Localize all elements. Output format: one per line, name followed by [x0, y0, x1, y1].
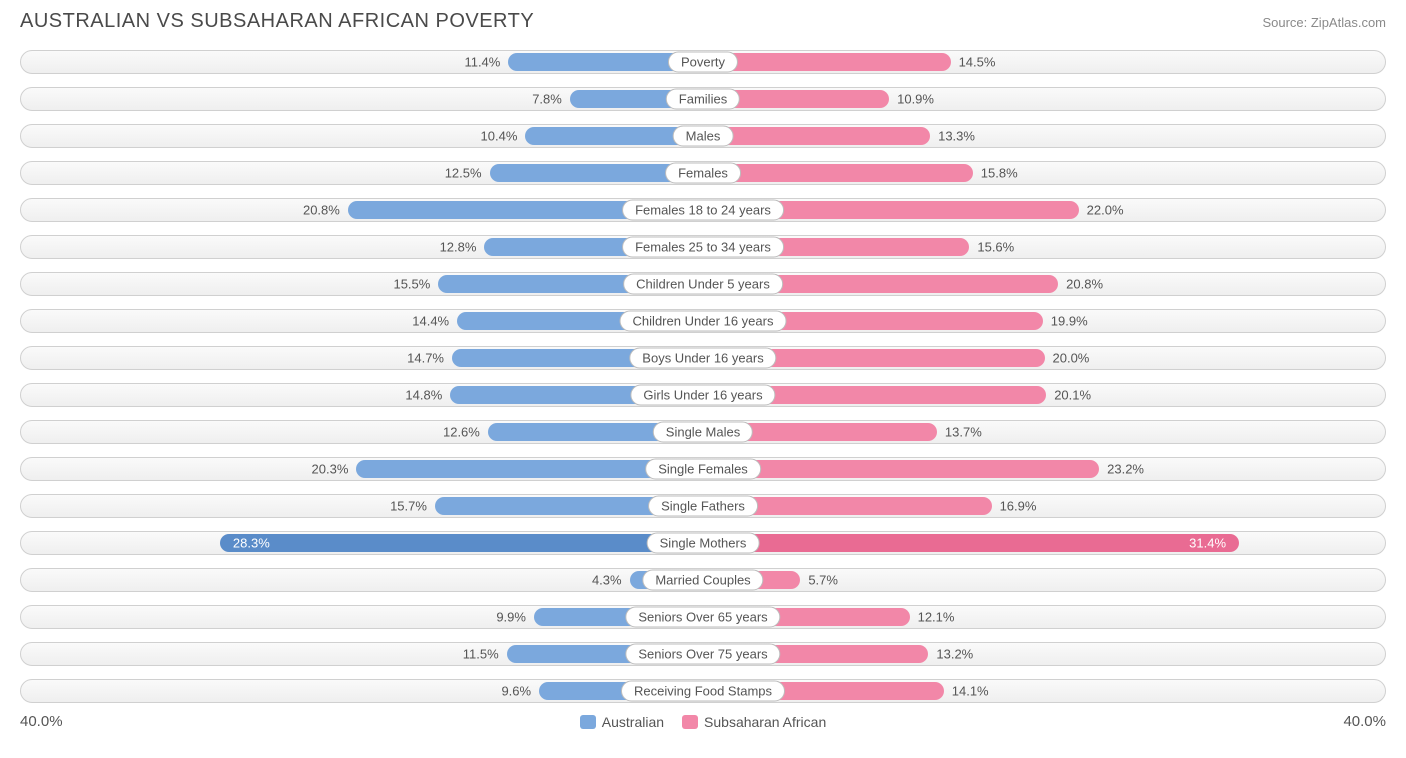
- chart-header: AUSTRALIAN VS SUBSAHARAN AFRICAN POVERTY…: [20, 10, 1386, 33]
- value-left: 11.4%: [464, 55, 500, 70]
- chart-row: 4.3% 5.7% Married Couples: [20, 565, 1386, 595]
- value-right: 13.7%: [945, 425, 982, 440]
- value-left: 9.6%: [501, 684, 531, 699]
- legend: Australian Subsaharan African: [580, 714, 826, 730]
- value-right: 13.2%: [936, 647, 973, 662]
- value-left: 15.5%: [393, 277, 430, 292]
- value-left: 10.4%: [481, 129, 518, 144]
- value-right: 5.7%: [808, 573, 838, 588]
- row-label: Females 18 to 24 years: [622, 200, 784, 221]
- row-label: Males: [673, 126, 734, 147]
- chart-row: 7.8% 10.9% Families: [20, 84, 1386, 114]
- value-right: 14.5%: [959, 55, 996, 70]
- chart-row: 14.8% 20.1% Girls Under 16 years: [20, 380, 1386, 410]
- bar-right: [703, 460, 1099, 478]
- scale-left: 40.0%: [20, 713, 63, 730]
- value-left: 20.8%: [303, 203, 340, 218]
- value-right: 19.9%: [1051, 314, 1088, 329]
- legend-swatch-subsaharan: [682, 715, 698, 729]
- value-left: 14.7%: [407, 351, 444, 366]
- value-right: 15.8%: [981, 166, 1018, 181]
- row-label: Poverty: [668, 52, 738, 73]
- bar-right: [703, 53, 951, 71]
- scale-right: 40.0%: [1343, 713, 1386, 730]
- legend-swatch-australian: [580, 715, 596, 729]
- value-right: 20.1%: [1054, 388, 1091, 403]
- value-right: 20.0%: [1053, 351, 1090, 366]
- chart-row: 28.3% 31.4% Single Mothers: [20, 528, 1386, 558]
- value-left: 12.8%: [440, 240, 477, 255]
- row-label: Single Females: [645, 459, 761, 480]
- legend-item-subsaharan: Subsaharan African: [682, 714, 826, 730]
- value-right: 16.9%: [1000, 499, 1037, 514]
- value-right: 14.1%: [952, 684, 989, 699]
- value-right: 22.0%: [1087, 203, 1124, 218]
- row-label: Married Couples: [642, 570, 763, 591]
- value-left: 12.6%: [443, 425, 480, 440]
- row-label: Single Mothers: [647, 533, 760, 554]
- chart-row: 15.7% 16.9% Single Fathers: [20, 491, 1386, 521]
- value-right: 31.4%: [1189, 536, 1226, 551]
- chart-row: 20.8% 22.0% Females 18 to 24 years: [20, 195, 1386, 225]
- value-left: 11.5%: [463, 647, 499, 662]
- chart-row: 15.5% 20.8% Children Under 5 years: [20, 269, 1386, 299]
- row-label: Children Under 16 years: [620, 311, 787, 332]
- legend-label: Australian: [602, 714, 664, 730]
- value-left: 14.4%: [412, 314, 449, 329]
- row-label: Seniors Over 75 years: [625, 644, 780, 665]
- value-left: 20.3%: [312, 462, 349, 477]
- bar-right: [703, 164, 973, 182]
- bar-right: [703, 534, 1239, 552]
- chart-row: 14.7% 20.0% Boys Under 16 years: [20, 343, 1386, 373]
- row-label: Single Males: [653, 422, 753, 443]
- row-label: Boys Under 16 years: [629, 348, 776, 369]
- row-label: Seniors Over 65 years: [625, 607, 780, 628]
- value-right: 10.9%: [897, 92, 934, 107]
- value-right: 15.6%: [977, 240, 1014, 255]
- chart-row: 11.4% 14.5% Poverty: [20, 47, 1386, 77]
- row-label: Single Fathers: [648, 496, 758, 517]
- chart-row: 12.5% 15.8% Females: [20, 158, 1386, 188]
- row-label: Females 25 to 34 years: [622, 237, 784, 258]
- value-left: 28.3%: [233, 536, 270, 551]
- bar-left: [220, 534, 703, 552]
- value-left: 15.7%: [390, 499, 427, 514]
- legend-label: Subsaharan African: [704, 714, 826, 730]
- value-left: 14.8%: [405, 388, 442, 403]
- legend-item-australian: Australian: [580, 714, 664, 730]
- chart-row: 9.6% 14.1% Receiving Food Stamps: [20, 676, 1386, 706]
- chart-row: 14.4% 19.9% Children Under 16 years: [20, 306, 1386, 336]
- value-left: 9.9%: [496, 610, 526, 625]
- row-label: Receiving Food Stamps: [621, 681, 785, 702]
- value-right: 23.2%: [1107, 462, 1144, 477]
- value-left: 12.5%: [445, 166, 482, 181]
- value-left: 7.8%: [532, 92, 562, 107]
- row-label: Children Under 5 years: [623, 274, 783, 295]
- chart-row: 10.4% 13.3% Males: [20, 121, 1386, 151]
- chart-row: 11.5% 13.2% Seniors Over 75 years: [20, 639, 1386, 669]
- bar-right: [703, 127, 930, 145]
- value-right: 12.1%: [918, 610, 955, 625]
- row-label: Families: [666, 89, 740, 110]
- chart-row: 20.3% 23.2% Single Females: [20, 454, 1386, 484]
- row-label: Females: [665, 163, 741, 184]
- value-right: 20.8%: [1066, 277, 1103, 292]
- chart-source: Source: ZipAtlas.com: [1262, 15, 1386, 30]
- chart-row: 9.9% 12.1% Seniors Over 65 years: [20, 602, 1386, 632]
- value-left: 4.3%: [592, 573, 622, 588]
- chart-title: AUSTRALIAN VS SUBSAHARAN AFRICAN POVERTY: [20, 10, 534, 33]
- value-right: 13.3%: [938, 129, 975, 144]
- chart-row: 12.8% 15.6% Females 25 to 34 years: [20, 232, 1386, 262]
- chart-footer: 40.0% Australian Subsaharan African 40.0…: [20, 713, 1386, 730]
- chart-row: 12.6% 13.7% Single Males: [20, 417, 1386, 447]
- diverging-bar-chart: 11.4%14.5%Poverty7.8%10.9%Families10.4%1…: [20, 47, 1386, 706]
- row-label: Girls Under 16 years: [630, 385, 775, 406]
